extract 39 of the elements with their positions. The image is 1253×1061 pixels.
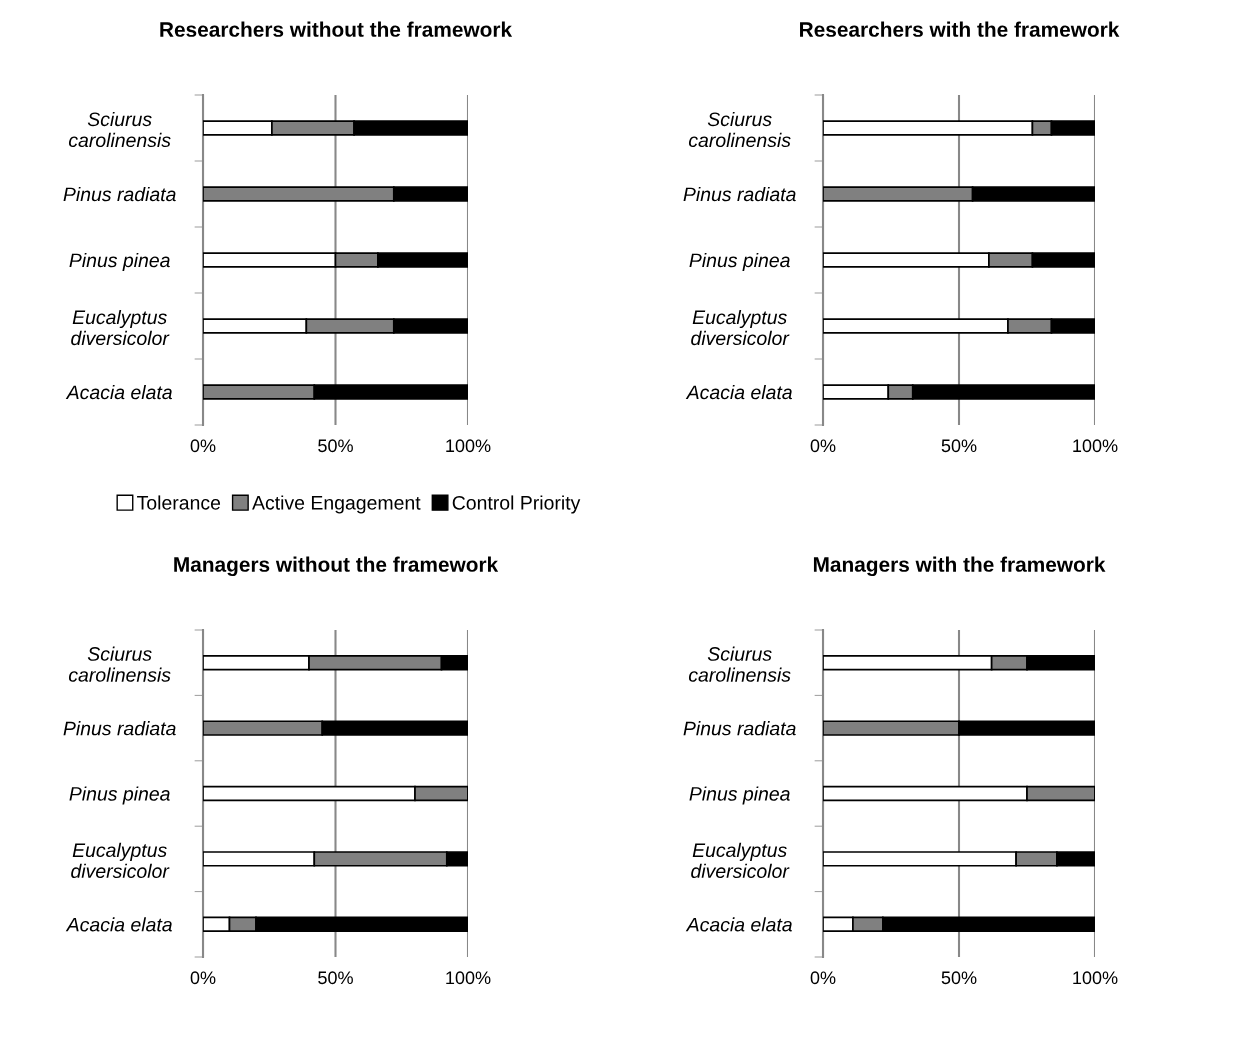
x-tick-label: 50% — [941, 439, 977, 453]
x-tick-label: 0% — [190, 971, 216, 985]
y-tick-label: Eucalyptus diversicolor — [691, 842, 790, 879]
chart-title: Researchers without the framework — [160, 21, 513, 37]
chart-title: Managers with the framework — [813, 556, 1106, 577]
y-tick-label: Acacia elata — [685, 917, 792, 932]
legend-label: Tolerance — [137, 495, 221, 510]
y-tick-label: Acacia elata — [65, 917, 172, 932]
y-tick-label: Sciurus carolinensis — [688, 646, 791, 682]
y-tick-label: Eucalyptus diversicolor — [71, 309, 170, 346]
y-tick-label: Pinus radiata — [683, 186, 796, 202]
y-tick-label: Sciurus carolinensis — [68, 111, 171, 148]
chart-title: Managers without the framework — [174, 556, 499, 577]
chart-title: Researchers with the framework — [800, 21, 1120, 37]
y-tick-label: Pinus radiata — [683, 721, 796, 736]
y-tick-label: Eucalyptus diversicolor — [71, 842, 170, 879]
y-tick-label: Pinus pinea — [69, 252, 170, 272]
y-tick-label: Eucalyptus diversicolor — [691, 309, 790, 346]
x-tick-label: 0% — [810, 971, 836, 985]
y-tick-label: Pinus pinea — [689, 252, 790, 272]
y-tick-label: Sciurus carolinensis — [688, 111, 791, 148]
x-tick-label: 50% — [318, 439, 353, 453]
y-tick-label: Acacia elata — [685, 384, 792, 400]
y-tick-label: Pinus radiata — [63, 721, 176, 736]
x-tick-label: 0% — [810, 439, 836, 453]
y-tick-label: Sciurus carolinensis — [68, 646, 171, 682]
y-tick-label: Pinus radiata — [63, 186, 176, 202]
legend-label: Active Engagement — [252, 495, 421, 514]
x-tick-label: 100% — [1073, 439, 1118, 453]
x-tick-label: 50% — [941, 971, 977, 985]
x-tick-label: 100% — [446, 439, 491, 453]
x-tick-label: 0% — [190, 439, 216, 453]
x-tick-label: 50% — [318, 971, 353, 985]
y-tick-label: Acacia elata — [65, 384, 172, 400]
x-tick-label: 100% — [1073, 971, 1118, 985]
y-tick-label: Pinus pinea — [69, 786, 170, 805]
x-tick-label: 100% — [446, 971, 491, 985]
legend-label: Control Priority — [452, 495, 581, 514]
y-tick-label: Pinus pinea — [689, 786, 790, 805]
